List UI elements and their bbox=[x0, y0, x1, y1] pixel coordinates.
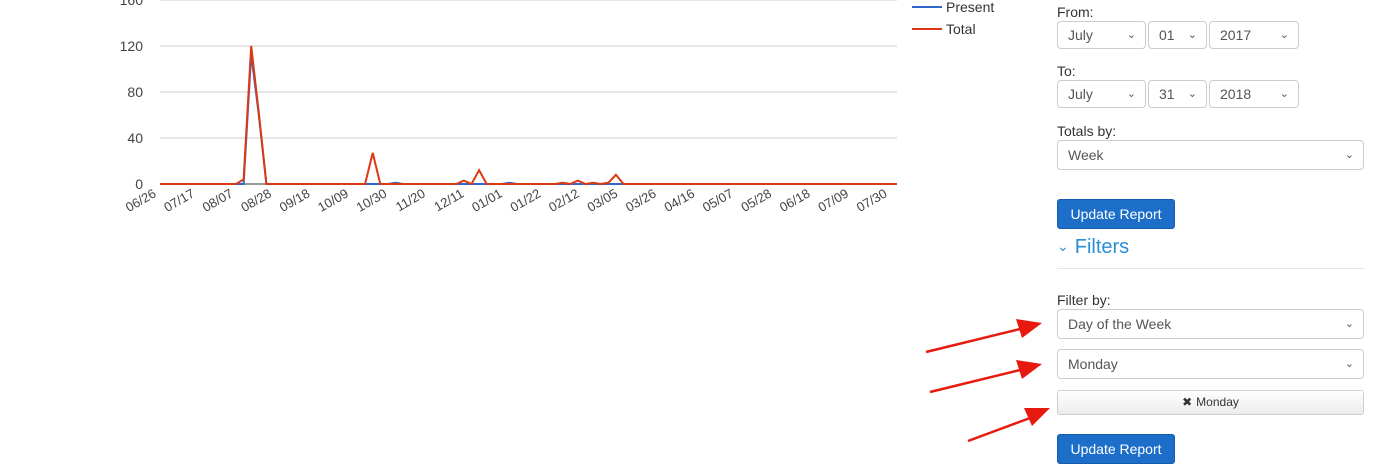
y-tick-label: 120 bbox=[120, 38, 144, 54]
arrow-to-filter-field bbox=[925, 319, 1042, 354]
present-swatch bbox=[912, 6, 942, 8]
totals-by-value: Week bbox=[1068, 147, 1104, 163]
chevron-down-icon: ⌄ bbox=[1187, 29, 1197, 41]
to-month-value: July bbox=[1068, 86, 1093, 102]
divider bbox=[1057, 268, 1365, 269]
to-label: To: bbox=[1057, 63, 1076, 79]
filters-toggle[interactable]: ⌄ Filters bbox=[1057, 236, 1129, 259]
filters-heading: Filters bbox=[1074, 236, 1130, 258]
from-month-value: July bbox=[1068, 27, 1093, 43]
legend-total-label: Total bbox=[946, 21, 976, 37]
from-month-select[interactable]: July ⌄ bbox=[1057, 21, 1146, 49]
x-tick-label: 07/17 bbox=[161, 186, 197, 215]
chevron-down-icon: ⌄ bbox=[1057, 238, 1069, 254]
totals-by-select[interactable]: Week ⌄ bbox=[1057, 140, 1364, 170]
legend-item-present: Present bbox=[912, 0, 994, 18]
filter-value-value: Monday bbox=[1068, 356, 1118, 372]
from-day-select[interactable]: 01 ⌄ bbox=[1148, 21, 1207, 49]
active-filter-label: Monday bbox=[1196, 395, 1239, 409]
legend-present-label: Present bbox=[946, 0, 995, 15]
chevron-down-icon: ⌄ bbox=[1126, 88, 1136, 100]
x-tick-label: 04/16 bbox=[661, 186, 697, 215]
y-tick-label: 0 bbox=[135, 176, 143, 192]
to-day-value: 31 bbox=[1159, 86, 1175, 102]
filter-value-select[interactable]: Monday ⌄ bbox=[1057, 349, 1364, 379]
to-day-select[interactable]: 31 ⌄ bbox=[1148, 80, 1207, 108]
from-label: From: bbox=[1057, 4, 1094, 20]
filter-field-select[interactable]: Day of the Week ⌄ bbox=[1057, 309, 1364, 339]
x-tick-label: 12/11 bbox=[431, 186, 466, 215]
to-year-select[interactable]: 2018 ⌄ bbox=[1209, 80, 1299, 108]
from-day-value: 01 bbox=[1159, 27, 1175, 43]
y-tick-label: 80 bbox=[127, 84, 143, 100]
chevron-down-icon: ⌄ bbox=[1279, 29, 1289, 41]
arrow-to-remove-filter bbox=[967, 408, 1050, 443]
from-year-select[interactable]: 2017 ⌄ bbox=[1209, 21, 1299, 49]
x-tick-label: 10/09 bbox=[315, 186, 351, 215]
x-tick-label: 09/18 bbox=[277, 186, 313, 215]
chevron-down-icon: ⌄ bbox=[1279, 88, 1289, 100]
legend-item-total: Total bbox=[912, 18, 994, 40]
x-tick-label: 03/26 bbox=[623, 186, 659, 215]
x-tick-label: 11/20 bbox=[393, 186, 428, 215]
x-tick-label: 10/30 bbox=[354, 186, 390, 215]
series-line-present bbox=[160, 53, 897, 185]
y-tick-label: 40 bbox=[127, 130, 143, 146]
chevron-down-icon: ⌄ bbox=[1344, 358, 1354, 370]
x-tick-label: 02/12 bbox=[546, 186, 582, 215]
from-year-value: 2017 bbox=[1220, 27, 1252, 43]
chevron-down-icon: ⌄ bbox=[1187, 88, 1197, 100]
close-icon: ✖ bbox=[1182, 395, 1193, 409]
x-tick-label: 05/07 bbox=[700, 186, 736, 215]
filter-field-value: Day of the Week bbox=[1068, 316, 1172, 332]
filters-update-report-button[interactable]: Update Report bbox=[1057, 434, 1175, 464]
chevron-down-icon: ⌄ bbox=[1126, 29, 1136, 41]
x-tick-label: 08/07 bbox=[200, 186, 236, 215]
x-tick-label: 01/22 bbox=[508, 186, 544, 215]
x-tick-label: 07/09 bbox=[815, 186, 851, 215]
series-line-total bbox=[160, 45, 897, 186]
x-tick-label: 06/18 bbox=[777, 186, 813, 215]
x-tick-label: 07/30 bbox=[854, 186, 890, 215]
totals-by-label: Totals by: bbox=[1057, 123, 1117, 139]
to-month-select[interactable]: July ⌄ bbox=[1057, 80, 1146, 108]
chevron-down-icon: ⌄ bbox=[1344, 149, 1354, 161]
remove-filter-button[interactable]: ✖ Monday bbox=[1057, 390, 1364, 415]
x-tick-label: 08/28 bbox=[238, 186, 274, 215]
chart-legend: Present Total bbox=[912, 0, 994, 40]
x-tick-label: 01/01 bbox=[469, 186, 505, 215]
filter-by-label: Filter by: bbox=[1057, 292, 1111, 308]
chevron-down-icon: ⌄ bbox=[1344, 318, 1354, 330]
x-tick-label: 03/05 bbox=[584, 186, 620, 215]
arrow-to-filter-value bbox=[929, 360, 1042, 394]
x-tick-label: 05/28 bbox=[738, 186, 774, 215]
total-swatch bbox=[912, 28, 942, 30]
to-year-value: 2018 bbox=[1220, 86, 1252, 102]
update-report-button[interactable]: Update Report bbox=[1057, 199, 1175, 229]
y-tick-label: 160 bbox=[120, 0, 144, 8]
